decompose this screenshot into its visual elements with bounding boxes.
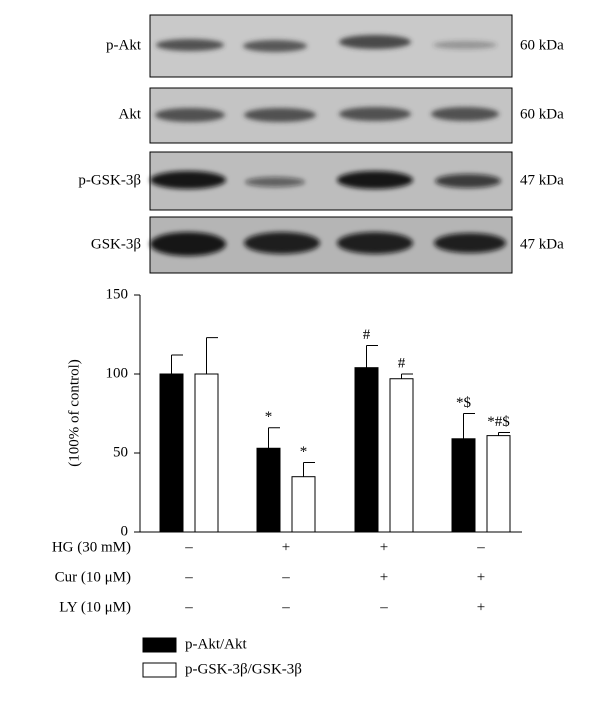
treatment-sign: + — [477, 569, 485, 585]
legend-label: p-GSK-3β/GSK-3β — [185, 661, 302, 677]
annotation: # — [398, 355, 406, 371]
error-bar — [206, 337, 218, 374]
y-tick-label: 0 — [121, 523, 129, 539]
treatment-sign: – — [281, 569, 290, 585]
blot-size: 47 kDa — [520, 236, 564, 252]
y-axis-label: (100% of control) — [66, 359, 82, 466]
error-bar — [268, 427, 280, 449]
bar — [451, 438, 476, 533]
y-tick-label: 150 — [106, 286, 129, 302]
treatment-sign: – — [184, 539, 193, 555]
annotation: # — [363, 327, 371, 343]
legend-swatch — [142, 637, 177, 653]
error-bar — [303, 461, 315, 477]
error-bar — [463, 413, 475, 439]
y-tick-label: 100 — [106, 365, 129, 381]
treatment-sign: – — [379, 599, 388, 615]
bar — [389, 378, 414, 533]
y-tick-label: 50 — [113, 444, 128, 460]
blot-size: 47 kDa — [520, 172, 564, 188]
bar — [194, 373, 219, 533]
error-bar — [171, 354, 183, 374]
treatment-sign: – — [476, 539, 485, 555]
treatment-label: LY (10 μM) — [59, 599, 131, 615]
blot-label: GSK-3β — [91, 236, 141, 252]
bar — [291, 476, 316, 533]
treatment-sign: + — [380, 569, 388, 585]
treatment-sign: + — [477, 599, 485, 615]
treatment-sign: – — [184, 569, 193, 585]
blot-label: p-GSK-3β — [78, 172, 141, 188]
blot-size: 60 kDa — [520, 106, 564, 122]
treatment-label: HG (30 mM) — [52, 539, 131, 555]
error-bar — [498, 431, 510, 436]
blot-size: 60 kDa — [520, 37, 564, 53]
bar — [159, 373, 184, 533]
legend-swatch — [142, 662, 177, 678]
bar — [256, 447, 281, 533]
annotation: * — [265, 409, 273, 425]
treatment-sign: – — [281, 599, 290, 615]
blot-panels — [149, 14, 513, 274]
error-bar — [401, 373, 413, 379]
bar — [354, 367, 379, 533]
treatment-sign: + — [380, 539, 388, 555]
treatment-sign: + — [282, 539, 290, 555]
blot-label: Akt — [119, 106, 142, 122]
annotation: *$ — [456, 395, 472, 411]
legend-label: p-Akt/Akt — [185, 636, 247, 652]
treatment-label: Cur (10 μM) — [55, 569, 131, 585]
annotation: * — [300, 444, 308, 460]
annotation: *#$ — [487, 414, 510, 430]
blot-label: p-Akt — [106, 37, 142, 53]
treatment-sign: – — [184, 599, 193, 615]
bar — [486, 435, 511, 533]
error-bar — [366, 345, 378, 368]
